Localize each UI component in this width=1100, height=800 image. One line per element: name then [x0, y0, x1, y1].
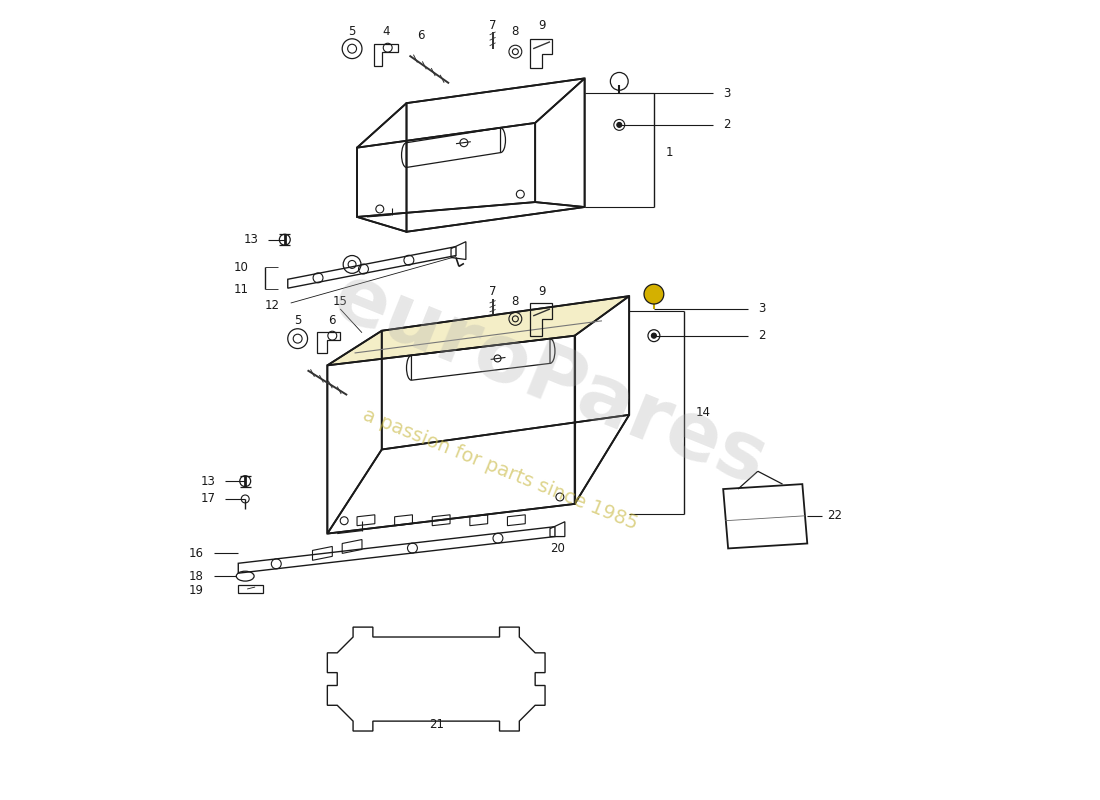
Text: 4: 4 [382, 26, 389, 38]
Circle shape [651, 334, 657, 338]
Text: 2: 2 [723, 118, 730, 131]
Text: 7: 7 [488, 285, 496, 298]
Text: 3: 3 [758, 302, 766, 315]
Text: euroPares: euroPares [322, 258, 778, 502]
Text: 22: 22 [827, 510, 843, 522]
Text: 13: 13 [243, 233, 258, 246]
Polygon shape [328, 296, 629, 366]
Text: 1: 1 [666, 146, 673, 159]
Text: 7: 7 [488, 19, 496, 33]
Text: 2: 2 [758, 329, 766, 342]
Circle shape [617, 122, 621, 127]
Text: 8: 8 [512, 26, 519, 38]
Text: 14: 14 [695, 406, 711, 419]
Text: 17: 17 [200, 493, 216, 506]
Text: 12: 12 [265, 299, 280, 313]
Text: 5: 5 [294, 314, 301, 327]
Circle shape [644, 284, 663, 304]
Text: 21: 21 [429, 718, 443, 731]
Text: 6: 6 [418, 30, 425, 42]
Text: 19: 19 [188, 585, 204, 598]
Text: 6: 6 [329, 314, 336, 327]
Text: 15: 15 [333, 294, 348, 307]
Text: 3: 3 [723, 86, 730, 100]
Text: 11: 11 [233, 282, 249, 296]
Text: 8: 8 [512, 294, 519, 307]
Text: a passion for parts since 1985: a passion for parts since 1985 [361, 406, 641, 534]
Text: 9: 9 [538, 19, 546, 33]
Text: 16: 16 [188, 547, 204, 560]
Text: 20: 20 [550, 542, 565, 555]
Text: 5: 5 [349, 26, 355, 38]
Text: 10: 10 [233, 261, 249, 274]
Text: 13: 13 [200, 474, 216, 488]
Text: 18: 18 [189, 570, 204, 582]
Text: 9: 9 [538, 285, 546, 298]
